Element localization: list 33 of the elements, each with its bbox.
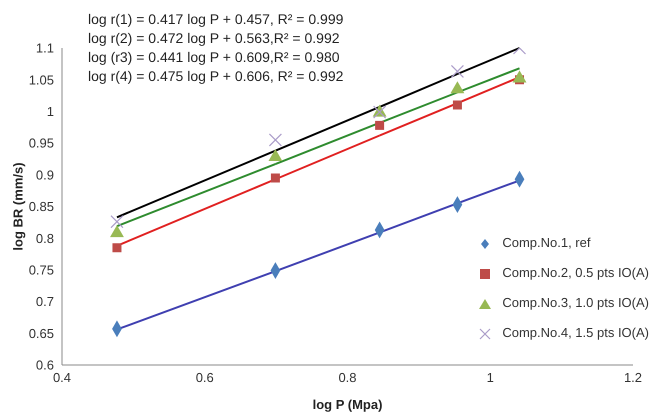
x-tick-label: 1.2 bbox=[624, 370, 642, 386]
point bbox=[450, 64, 464, 78]
y-tick-label: 0.6 bbox=[36, 358, 54, 373]
annotation: log (r3) = 0.441 log P + 0.609,R² = 0.980 bbox=[88, 48, 341, 67]
point bbox=[270, 173, 280, 182]
y-tick-label: 0.8 bbox=[36, 230, 54, 246]
y-tick-label: 1 bbox=[46, 104, 54, 120]
text: log r(1) = 0.417 log P + 0.457, R² = 0.999 bbox=[88, 10, 344, 29]
x-tick-label: 0.6 bbox=[196, 370, 214, 386]
y-axis-title: log BR (mm/s) bbox=[10, 162, 26, 251]
point bbox=[268, 133, 282, 147]
point bbox=[112, 243, 122, 252]
legend-label: Comp.No.4, 1.5 pts IO(A) bbox=[501, 324, 649, 342]
text: log r(2) = 0.472 log P + 0.563,R² = 0.992 bbox=[88, 29, 341, 48]
y-tick-label: 0.85 bbox=[28, 199, 54, 214]
y-tick-label: 1.1 bbox=[36, 40, 54, 56]
legend-label: Comp.No.1, ref bbox=[501, 234, 592, 252]
x-axis-title: log P (Mpa) bbox=[312, 397, 382, 412]
legend-label: Comp.No.2, 0.5 pts IO(A) bbox=[501, 264, 649, 282]
point bbox=[375, 120, 384, 130]
x-tick-label: 0.4 bbox=[52, 370, 72, 386]
annotation: log r(4) = 0.475 log P + 0.606, R² = 0.992 bbox=[88, 67, 344, 86]
y-tick-label: 0.7 bbox=[36, 294, 54, 310]
point bbox=[110, 215, 124, 228]
x-tick-label: 0.8 bbox=[338, 370, 357, 386]
y-tick-label: 1.05 bbox=[28, 72, 54, 88]
point bbox=[452, 100, 462, 110]
y-tick-label: 0.75 bbox=[28, 262, 54, 278]
y-tick-label: 0.95 bbox=[28, 136, 54, 151]
y-tick-label: 0.9 bbox=[36, 167, 54, 182]
legend-label: Comp.No.3, 1.0 pts IO(A) bbox=[501, 294, 649, 312]
x-tick-label: 1 bbox=[486, 370, 494, 386]
y-tick-label: 0.65 bbox=[28, 326, 54, 341]
